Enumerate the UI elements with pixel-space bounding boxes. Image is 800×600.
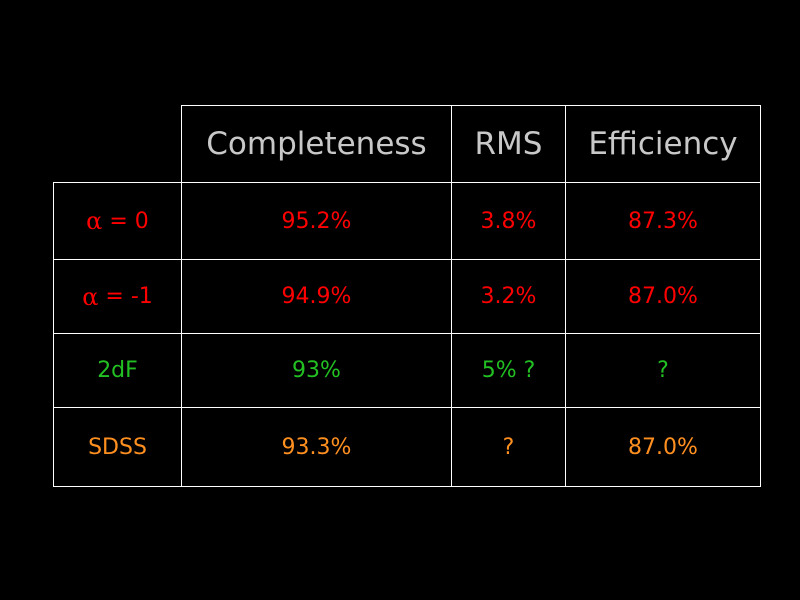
row-label-2df: 2dF — [97, 358, 138, 383]
cell-efficiency: ? — [657, 358, 669, 383]
table-rule — [181, 105, 182, 487]
row-label-text: = -1 — [98, 284, 153, 309]
cell-efficiency: 87.0% — [628, 434, 698, 460]
alpha-symbol: α — [82, 282, 99, 311]
row-label-alpha-0: α = 0 — [54, 183, 181, 259]
cell-completeness: 93.3% — [281, 434, 352, 460]
table-rule — [760, 105, 761, 487]
header-rms: RMS — [474, 126, 543, 162]
row-label-alpha-minus-1: α = -1 — [54, 260, 181, 333]
table-rule — [53, 259, 761, 260]
table-rule — [181, 105, 761, 106]
alpha-symbol: α — [86, 207, 103, 235]
cell-completeness: 95.2% — [281, 208, 352, 234]
cell-rms: 5% ? — [481, 358, 536, 383]
cell-completeness: 93% — [292, 358, 341, 383]
table-rule — [451, 105, 452, 487]
table-rule — [53, 407, 761, 408]
row-label-sdss: SDSS — [88, 434, 147, 460]
header-efficiency: Efficiency — [588, 126, 738, 162]
cell-rms: 3.8% — [480, 208, 537, 234]
table-rule — [53, 182, 54, 487]
row-label-text: = 0 — [102, 208, 149, 234]
cell-rms: ? — [502, 434, 515, 460]
header-completeness: Completeness — [206, 126, 427, 162]
table-rule — [53, 182, 761, 183]
table-rule — [565, 105, 566, 487]
cell-rms: 3.2% — [480, 284, 537, 309]
cell-efficiency: 87.0% — [628, 284, 698, 309]
cell-completeness: 94.9% — [281, 284, 352, 309]
table-rule — [53, 333, 761, 334]
cell-efficiency: 87.3% — [628, 208, 698, 234]
table-rule — [53, 486, 761, 487]
